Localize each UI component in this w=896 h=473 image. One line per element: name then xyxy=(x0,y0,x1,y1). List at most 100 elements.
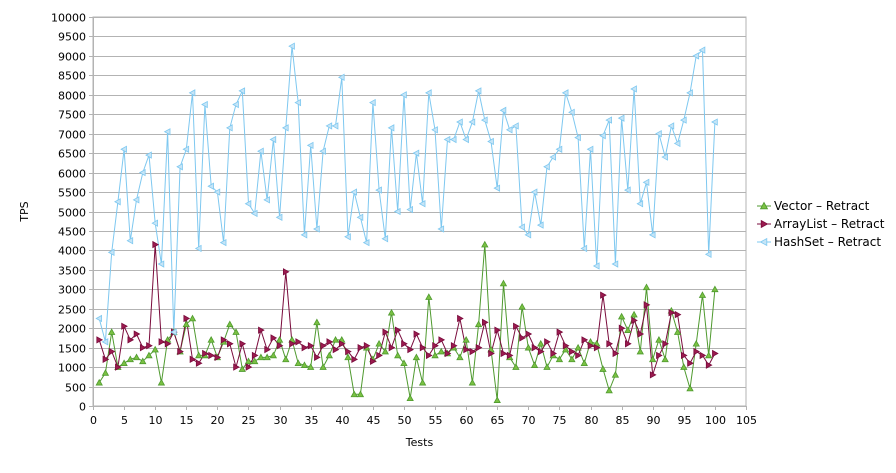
data-point xyxy=(183,314,191,323)
data-point xyxy=(163,128,171,136)
data-point xyxy=(95,314,103,323)
data-point xyxy=(220,336,228,344)
data-point xyxy=(600,291,607,299)
data-point xyxy=(636,347,644,355)
data-point xyxy=(126,236,134,245)
y-tick-label: 9000 xyxy=(58,51,86,64)
x-tick-label: 35 xyxy=(305,414,319,427)
data-point xyxy=(704,250,712,258)
x-tick-label: 70 xyxy=(522,414,536,427)
data-point xyxy=(207,336,215,343)
data-point xyxy=(692,339,700,347)
data-point xyxy=(121,322,128,330)
data-point xyxy=(226,320,234,328)
y-tick-label: 10000 xyxy=(51,12,86,25)
x-tick-label: 90 xyxy=(647,414,661,427)
data-point xyxy=(344,233,351,241)
data-point xyxy=(96,336,104,344)
data-point xyxy=(413,330,421,338)
data-point xyxy=(662,340,669,348)
data-point xyxy=(712,349,719,358)
data-point xyxy=(606,340,614,348)
data-point xyxy=(617,312,626,320)
data-point xyxy=(375,186,382,194)
data-point xyxy=(482,318,489,327)
data-point xyxy=(711,285,719,293)
data-point xyxy=(568,108,575,116)
data-point xyxy=(313,318,321,326)
y-tick-label: 7000 xyxy=(58,129,86,142)
data-point xyxy=(561,345,570,353)
data-point xyxy=(319,363,327,370)
y-tick-label: 1500 xyxy=(58,343,86,356)
data-point xyxy=(307,342,315,350)
data-point xyxy=(344,353,352,361)
data-point xyxy=(337,73,345,81)
data-point xyxy=(469,347,477,356)
data-point xyxy=(543,163,550,171)
data-point xyxy=(500,349,508,358)
data-point xyxy=(219,238,227,247)
data-point xyxy=(257,147,264,155)
data-point xyxy=(245,363,253,371)
data-point xyxy=(648,231,656,239)
data-point xyxy=(506,351,514,360)
data-point xyxy=(387,124,395,132)
data-point xyxy=(437,347,445,355)
data-point xyxy=(152,240,160,249)
x-axis-title: Tests xyxy=(405,436,434,449)
data-point xyxy=(618,324,626,332)
data-point xyxy=(177,347,184,356)
data-point xyxy=(581,336,589,344)
data-point xyxy=(146,342,153,350)
data-point xyxy=(319,147,326,155)
x-tick-label: 55 xyxy=(429,414,443,427)
y-tick-label: 8000 xyxy=(58,90,86,103)
series-line-2 xyxy=(98,244,716,376)
data-point xyxy=(474,320,483,328)
data-point xyxy=(306,363,315,370)
data-point xyxy=(306,141,314,150)
data-point xyxy=(630,85,637,93)
data-point xyxy=(251,357,259,365)
data-point xyxy=(562,342,570,350)
data-point xyxy=(556,328,564,336)
data-point xyxy=(356,390,365,398)
data-point xyxy=(232,100,239,109)
data-point xyxy=(494,326,502,334)
data-point xyxy=(202,349,209,358)
data-point xyxy=(331,336,340,343)
data-point xyxy=(699,351,707,360)
y-tick-label: 9500 xyxy=(58,31,86,44)
data-point xyxy=(406,205,413,214)
data-point xyxy=(537,347,545,356)
data-point xyxy=(525,330,533,338)
data-point xyxy=(232,328,240,335)
series-lines xyxy=(98,46,716,401)
data-point xyxy=(599,131,606,140)
data-point xyxy=(189,355,197,363)
data-point xyxy=(115,363,122,371)
data-point xyxy=(400,91,407,99)
data-point xyxy=(195,351,203,359)
data-point xyxy=(593,343,601,352)
data-point xyxy=(357,343,365,352)
data-point xyxy=(537,339,545,347)
legend: Vector – Retract ArrayList – Retract HashS… xyxy=(757,199,885,249)
data-point xyxy=(630,310,638,318)
data-point xyxy=(624,326,632,333)
data-point xyxy=(332,345,340,354)
data-point xyxy=(145,151,152,159)
data-point xyxy=(157,378,166,386)
data-point xyxy=(612,349,620,358)
data-point xyxy=(611,260,619,268)
data-point xyxy=(450,342,458,350)
data-point xyxy=(513,322,520,330)
x-tick-label: 20 xyxy=(211,414,225,427)
data-point xyxy=(637,330,645,338)
data-point xyxy=(356,213,364,222)
data-point xyxy=(468,118,476,126)
data-point xyxy=(132,196,140,204)
data-point xyxy=(599,365,607,372)
data-point xyxy=(487,137,494,146)
